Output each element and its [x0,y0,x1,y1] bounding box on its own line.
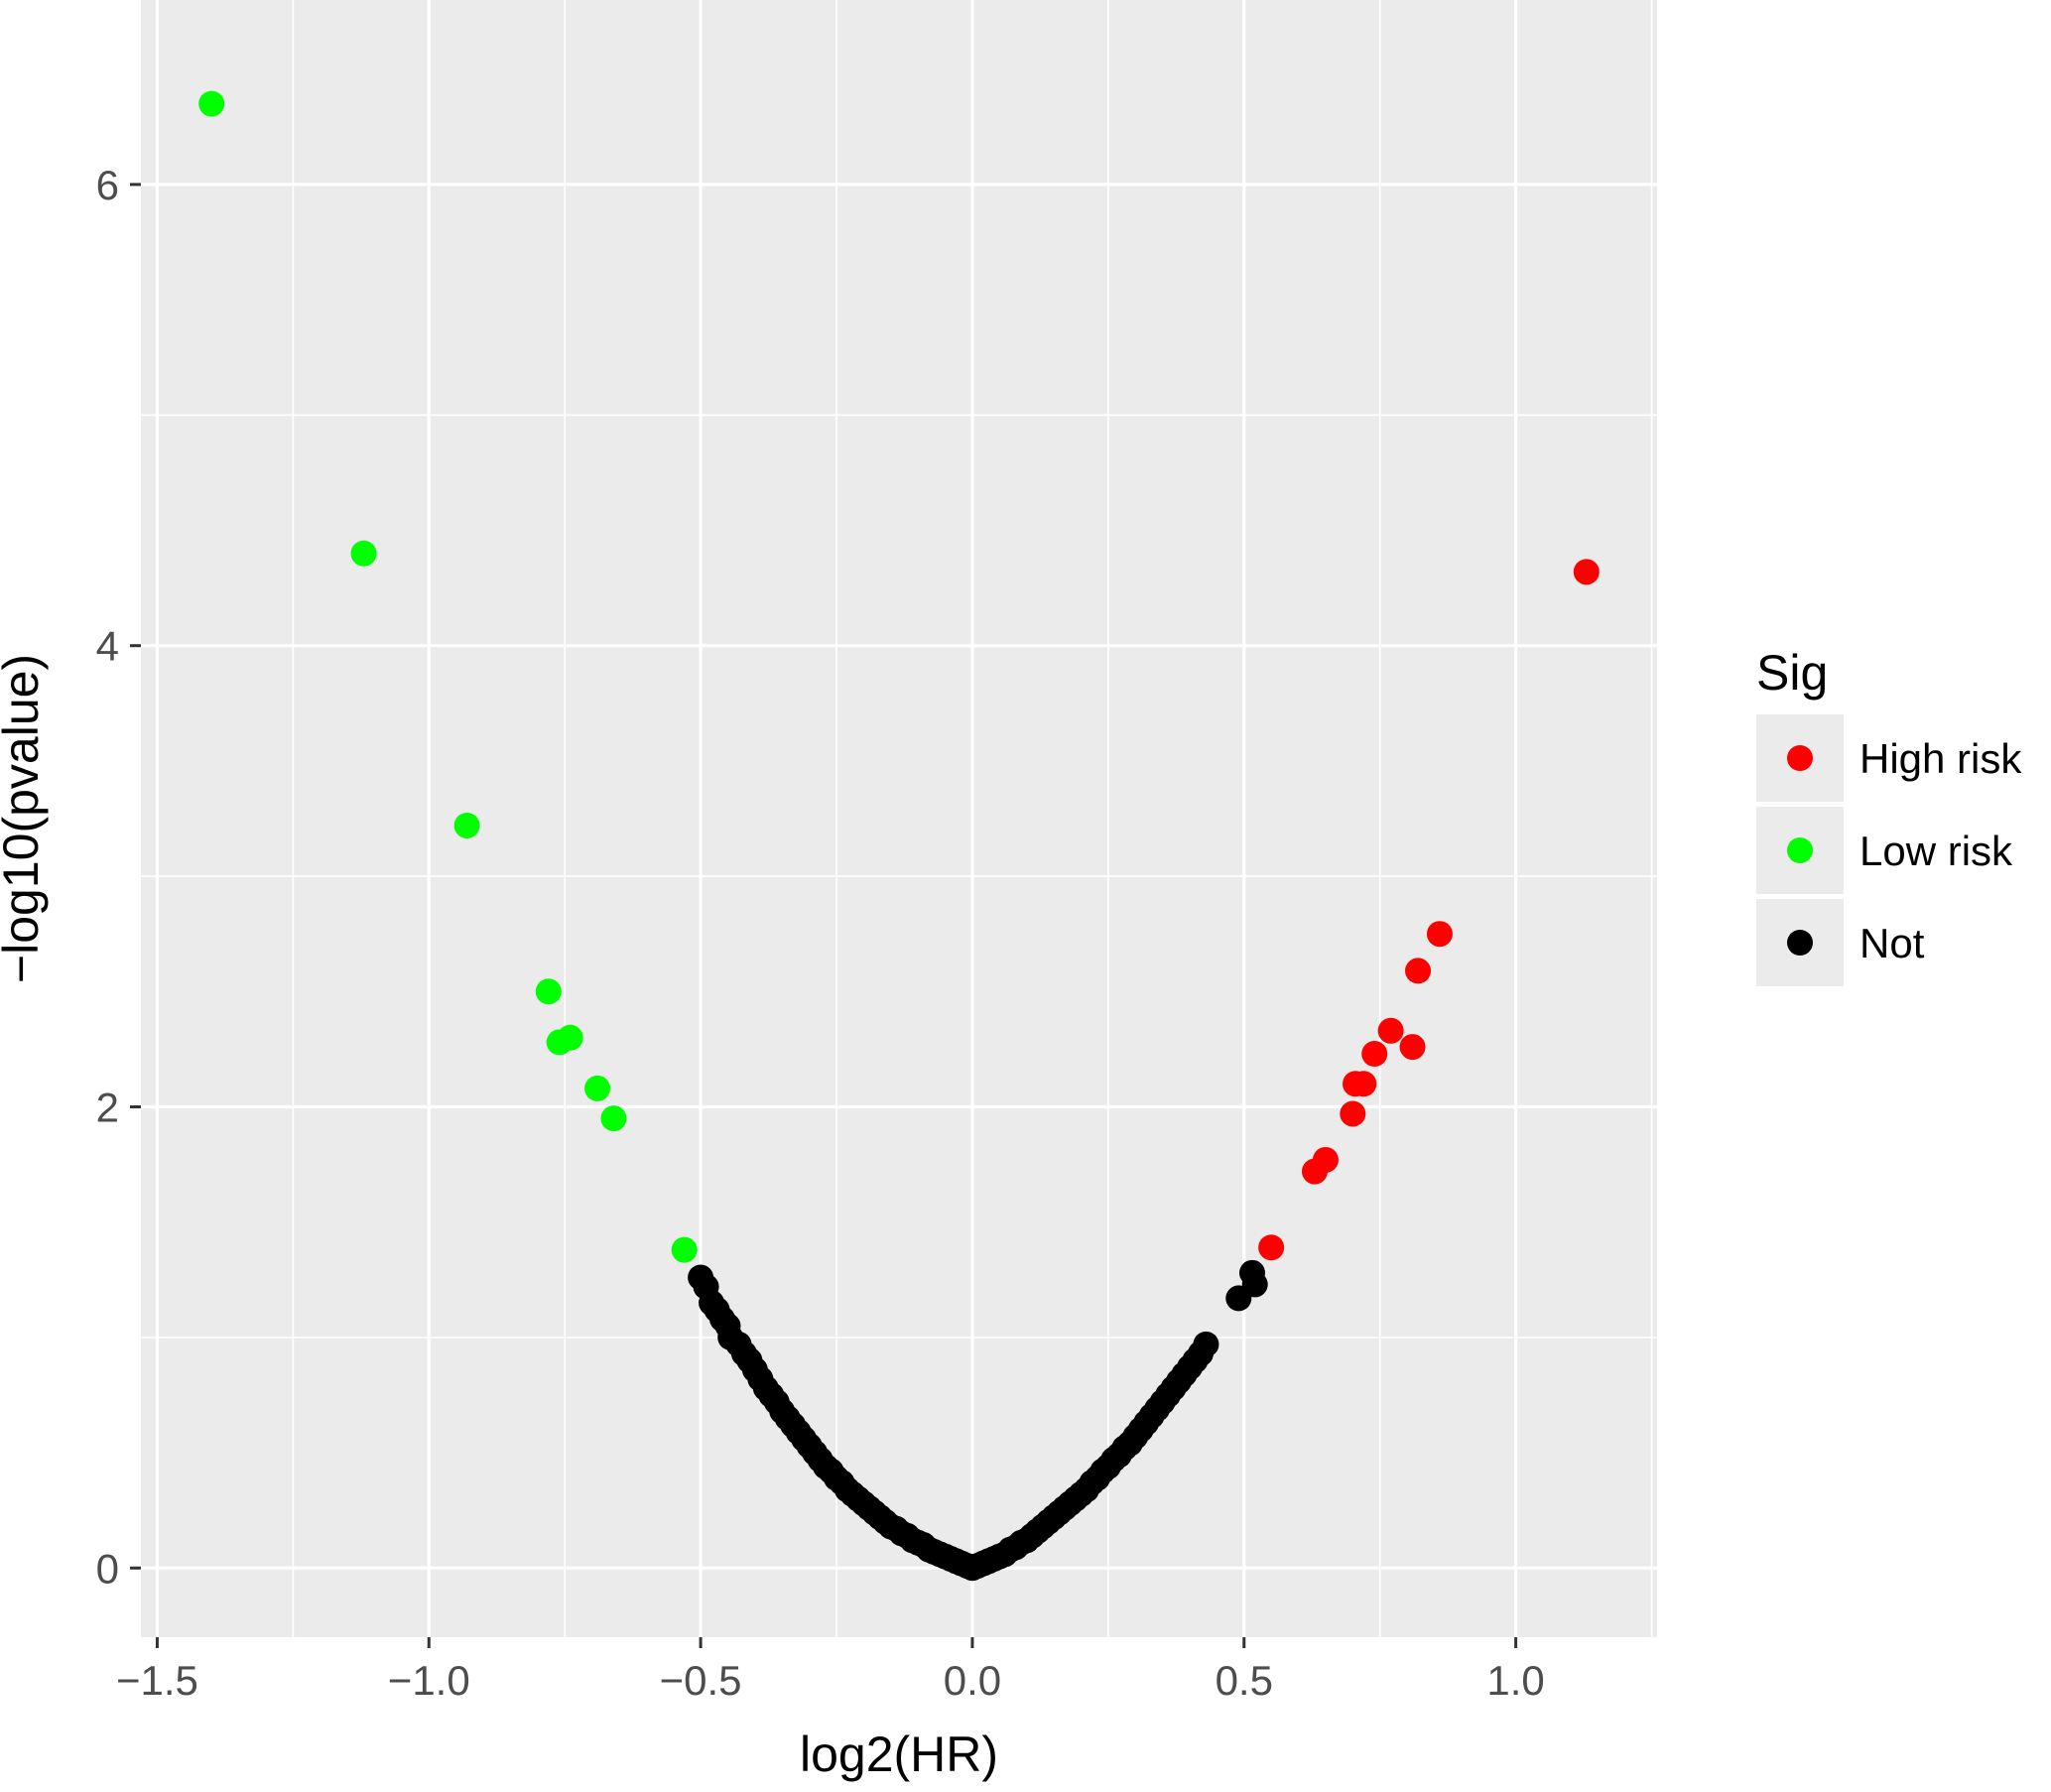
x-tick-label: 1.0 [1486,1657,1544,1704]
x-tick-label: −1.5 [116,1657,198,1704]
x-tick-label: 0.0 [944,1657,1001,1704]
point-low-risk [584,1075,611,1101]
legend-label: Not [1859,920,1925,966]
point-low-risk [350,540,377,567]
data-points [198,90,1600,1582]
major-gridlines [141,0,1657,1637]
point-high-risk [1426,921,1453,948]
y-tick-label: 2 [96,1084,119,1130]
point-low-risk [600,1105,627,1132]
y-tick-label: 4 [96,623,119,670]
x-axis-title: log2(HR) [800,1727,998,1782]
point-not [1193,1331,1219,1357]
legend: Sig High risk Low risk Not [1756,645,2022,986]
point-high-risk [1399,1034,1426,1061]
point-high-risk [1377,1017,1404,1044]
point-high-risk [1573,559,1600,585]
point-high-risk [1361,1041,1388,1068]
legend-label: High risk [1859,735,2022,782]
axes: −1.5 −1.0 −0.5 0.0 0.5 1.0 0 2 4 6 [96,162,1545,1704]
x-tick-label: 0.5 [1216,1657,1273,1704]
point-low-risk [546,1029,573,1056]
x-tick-label: −0.5 [660,1657,742,1704]
point-high-risk [1340,1100,1366,1127]
legend-key-high-risk [1787,745,1813,771]
point-low-risk [671,1236,698,1263]
y-axis-title: −log10(pvalue) [0,654,49,983]
legend-key-not [1787,930,1813,956]
point-not [1238,1259,1265,1286]
y-tick-label: 6 [96,162,119,208]
legend-label: Low risk [1859,828,2013,874]
point-high-risk [1343,1071,1369,1097]
point-high-risk [1405,958,1432,984]
point-low-risk [453,812,480,838]
x-tick-label: −1.0 [388,1657,470,1704]
minor-gridlines [141,0,1657,1637]
point-low-risk [198,90,225,117]
plot-panel [141,0,1657,1637]
y-tick-label: 0 [96,1545,119,1592]
legend-key-low-risk [1787,837,1813,863]
point-high-risk [1301,1158,1328,1185]
legend-title: Sig [1756,645,1828,701]
point-high-risk [1258,1234,1285,1261]
point-low-risk [535,978,562,1005]
